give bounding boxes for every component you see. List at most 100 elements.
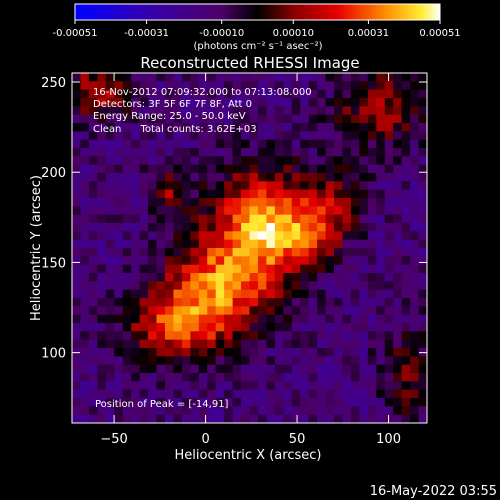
heatmap-cell bbox=[249, 189, 259, 199]
heatmap-cell bbox=[224, 239, 234, 249]
heatmap-cell bbox=[164, 89, 175, 99]
heatmap-cell bbox=[249, 373, 259, 382]
heatmap-cell bbox=[173, 98, 183, 107]
heatmap-cell bbox=[249, 298, 259, 307]
heatmap-cell bbox=[410, 373, 420, 382]
heatmap-cell bbox=[181, 398, 191, 407]
heatmap-cell bbox=[317, 98, 327, 107]
heatmap-cell bbox=[334, 323, 344, 332]
heatmap-cell bbox=[325, 348, 335, 357]
heatmap-cell bbox=[224, 106, 234, 116]
heatmap-cell bbox=[97, 98, 107, 107]
heatmap-cell bbox=[266, 156, 276, 166]
heatmap-cell bbox=[164, 148, 175, 157]
heatmap-cell bbox=[317, 373, 327, 382]
heatmap-cell bbox=[156, 323, 166, 332]
heatmap-cell bbox=[350, 81, 360, 91]
heatmap-cell bbox=[266, 164, 276, 174]
heatmap-cell bbox=[418, 156, 427, 166]
heatmap-cell bbox=[350, 89, 360, 99]
heatmap-cell bbox=[384, 73, 394, 82]
heatmap-cell bbox=[249, 173, 259, 182]
heatmap-cell bbox=[215, 364, 225, 374]
heatmap-cell bbox=[334, 231, 344, 241]
heatmap-cell bbox=[232, 248, 242, 257]
heatmap-cell bbox=[350, 373, 360, 382]
heatmap-cell bbox=[114, 314, 124, 324]
heatmap-cell bbox=[384, 264, 394, 274]
heatmap-cell bbox=[88, 381, 98, 391]
heatmap-cell bbox=[418, 314, 427, 324]
heatmap-cell bbox=[148, 306, 158, 316]
heatmap-cell bbox=[350, 264, 360, 274]
heatmap-cell bbox=[308, 281, 318, 291]
heatmap-cell bbox=[291, 264, 301, 274]
heatmap-cell bbox=[317, 106, 327, 116]
heatmap-cell bbox=[181, 256, 191, 266]
heatmap-cell bbox=[317, 323, 327, 332]
heatmap-cell bbox=[97, 289, 107, 299]
heatmap-cell bbox=[241, 314, 251, 324]
heatmap-cell bbox=[401, 231, 411, 241]
heatmap-cell bbox=[367, 323, 377, 332]
heatmap-cell bbox=[367, 173, 377, 182]
heatmap-cell bbox=[105, 381, 115, 391]
heatmap-cell bbox=[241, 339, 251, 349]
heatmap-cell bbox=[181, 239, 191, 249]
heatmap-cell bbox=[325, 389, 335, 399]
heatmap-cell bbox=[148, 398, 158, 407]
heatmap-cell bbox=[274, 98, 284, 107]
heatmap-cell bbox=[198, 239, 208, 249]
heatmap-cell bbox=[384, 81, 394, 91]
heatmap-cell bbox=[164, 189, 175, 199]
heatmap-cell bbox=[241, 206, 251, 216]
heatmap-cell bbox=[122, 381, 132, 391]
heatmap-cell bbox=[308, 239, 318, 249]
heatmap-cell bbox=[198, 181, 208, 191]
heatmap-cell bbox=[207, 398, 217, 407]
heatmap-cell bbox=[266, 348, 276, 357]
heatmap-cell bbox=[131, 198, 141, 207]
heatmap-cell bbox=[342, 398, 352, 407]
heatmap-cell bbox=[300, 223, 310, 232]
heatmap-cell bbox=[232, 298, 242, 307]
heatmap-cell bbox=[131, 73, 141, 82]
heatmap-cell bbox=[317, 339, 327, 349]
heatmap-cell bbox=[410, 123, 420, 132]
heatmap-cell bbox=[283, 364, 293, 374]
heatmap-cell bbox=[342, 381, 352, 391]
heatmap-cell bbox=[190, 356, 200, 366]
heatmap-cell bbox=[164, 289, 175, 299]
heatmap-cell bbox=[266, 373, 276, 382]
heatmap-cell bbox=[291, 156, 301, 166]
heatmap-cell bbox=[148, 314, 158, 324]
heatmap-cell bbox=[249, 198, 259, 207]
heatmap-cell bbox=[156, 239, 166, 249]
heatmap-cell bbox=[97, 298, 107, 307]
heatmap-cell bbox=[283, 98, 293, 107]
heatmap-cell bbox=[156, 314, 166, 324]
heatmap-cell bbox=[232, 189, 242, 199]
heatmap-cell bbox=[131, 81, 141, 91]
heatmap-cell bbox=[274, 123, 284, 132]
heatmap-cell bbox=[156, 164, 166, 174]
heatmap-cell bbox=[317, 256, 327, 266]
heatmap-cell bbox=[401, 273, 411, 282]
heatmap-cell bbox=[300, 198, 310, 207]
heatmap-cell bbox=[274, 231, 284, 241]
heatmap-cell bbox=[249, 206, 259, 216]
heatmap-cell bbox=[198, 381, 208, 391]
heatmap-cell bbox=[72, 73, 82, 82]
heatmap-cell bbox=[181, 331, 191, 341]
heatmap-cell bbox=[241, 348, 251, 357]
heatmap-cell bbox=[105, 114, 115, 124]
heatmap-cell bbox=[139, 106, 149, 116]
heatmap-cell bbox=[190, 348, 200, 357]
annotation-energy-range: Energy Range: 25.0 - 50.0 keV bbox=[93, 111, 246, 122]
heatmap-cell bbox=[215, 314, 225, 324]
heatmap-cell bbox=[249, 273, 259, 282]
heatmap-cell bbox=[173, 331, 183, 341]
heatmap-cell bbox=[317, 398, 327, 407]
heatmap-cell bbox=[131, 156, 141, 166]
heatmap-cell bbox=[198, 323, 208, 332]
